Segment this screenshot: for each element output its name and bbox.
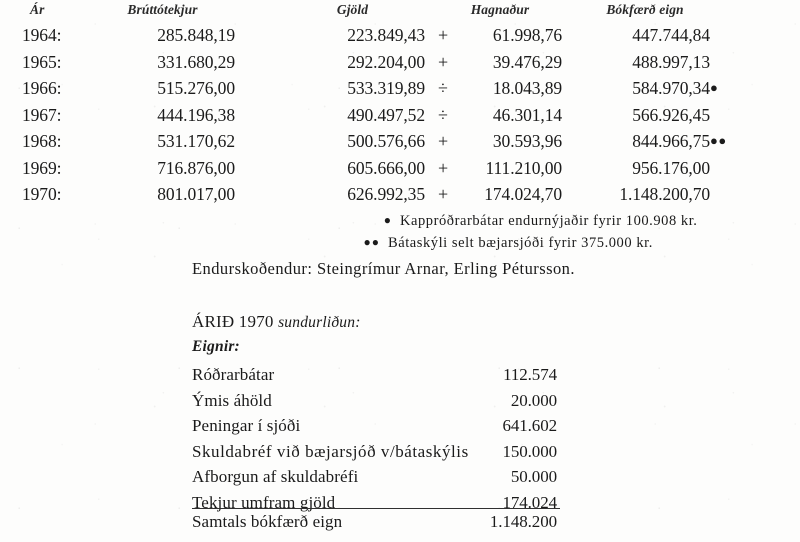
cell-profit: 30.593,96: [492, 131, 562, 151]
total-divider: [192, 508, 560, 509]
cell-profit: 61.998,76: [492, 25, 562, 45]
total-value: 1.148.200: [489, 512, 557, 531]
column-header-gross: Brúttótekjur: [127, 2, 198, 17]
column-header-profit: Hagnaður: [470, 2, 530, 17]
table-row: 1964: 285.848,19 223.849,43 + 61.998,76 …: [0, 25, 800, 52]
cell-year: 1967:: [22, 104, 62, 125]
itemization-value: 20.000: [510, 390, 557, 410]
itemization-label: Tekjur umfram gjöld: [192, 492, 336, 512]
itemization-title-suffix: sundurliðun:: [278, 314, 361, 331]
itemization-value: 112.574: [503, 365, 557, 384]
itemization-row: Peningar í sjóði 641.602: [0, 416, 800, 442]
cell-year: 1969:: [22, 157, 62, 178]
cell-year: 1968:: [22, 131, 62, 151]
cell-footnote-mark: ●●: [710, 133, 727, 148]
footnote-item: ● Kappróðrarbátar endurnýjaðir fyrir 100…: [0, 213, 800, 235]
cell-year: 1966:: [22, 78, 62, 98]
cell-book-value: 1.148.200,70: [619, 184, 710, 204]
footnote-list: ● Kappróðrarbátar endurnýjaðir fyrir 100…: [0, 213, 800, 257]
itemization-label: Afborgun af skuldabréfi: [192, 467, 359, 486]
cell-gross: 444.196,38: [157, 104, 235, 125]
column-header-year: Ár: [30, 2, 45, 17]
itemization-label: Skuldabréf við bæjarsjóð v/bátaskýlis: [192, 441, 469, 461]
cell-book-value: 956.176,00: [632, 157, 710, 178]
footnote-mark: ●●: [363, 235, 380, 249]
table-row: 1969: 716.876,00 605.666,00 + 111.210,00…: [0, 158, 800, 185]
itemization-rows: Róðrarbátar 112.574 Ýmis áhöld 20.000 Pe…: [0, 365, 800, 518]
footnote-text: Bátaskýli selt bæjarsjóði fyrir 375.000 …: [388, 235, 653, 251]
itemization-row: Afborgun af skuldabréfi 50.000: [0, 467, 800, 493]
cell-expenses: 500.576,66: [347, 131, 425, 151]
footnote-text: Kappróðrarbátar endurnýjaðir fyrir 100.9…: [400, 213, 698, 229]
cell-expenses: 292.204,00: [347, 51, 425, 72]
cell-book-value: 447.744,84: [632, 25, 710, 45]
cell-profit: 46.301,14: [492, 104, 562, 125]
itemization-value: 641.602: [502, 416, 557, 435]
cell-profit-sign: +: [438, 51, 449, 72]
cell-profit: 111.210,00: [485, 157, 563, 178]
itemization-value: 174.024: [502, 492, 557, 512]
cell-profit: 174.024,70: [484, 184, 562, 204]
cell-year: 1964:: [22, 25, 62, 45]
auditors-line: Endurskoðendur: Steingrímur Arnar, Erlin…: [192, 259, 575, 278]
itemization-label: Peningar í sjóði: [192, 416, 301, 435]
footnote-mark: ●: [383, 213, 392, 227]
cell-profit-sign: +: [438, 131, 449, 151]
itemization-subtitle: Eignir:: [192, 338, 240, 355]
table-row: 1967: 444.196,38 490.497,52 ÷ 46.301,14 …: [0, 105, 800, 132]
cell-expenses: 605.666,00: [347, 157, 425, 178]
annual-accounts-table: Ár Brúttótekjur Gjöld Hagnaður Bókfærð e…: [0, 0, 800, 211]
itemization-row: Ýmis áhöld 20.000: [0, 391, 800, 417]
table-row: 1968: 531.170,62 500.576,66 + 30.593,96 …: [0, 131, 800, 158]
itemization-title-year: ÁRIÐ 1970: [192, 312, 274, 331]
itemization-row: Róðrarbátar 112.574: [0, 365, 800, 391]
cell-year: 1965:: [22, 51, 62, 72]
cell-profit: 18.043,89: [492, 78, 562, 98]
itemization-value: 50.000: [510, 467, 557, 486]
itemization-value: 150.000: [502, 441, 557, 461]
table-row: 1970: 801.017,00 626.992,35 + 174.024,70…: [0, 184, 800, 211]
cell-gross: 716.876,00: [157, 157, 235, 178]
table-row: 1966: 515.276,00 533.319,89 ÷ 18.043,89 …: [0, 78, 800, 105]
cell-expenses: 223.849,43: [347, 25, 425, 45]
cell-gross: 285.848,19: [157, 25, 235, 45]
itemization-total-row: Samtals bókfærð eign 1.148.200: [0, 512, 800, 538]
itemization-label: Ýmis áhöld: [192, 390, 272, 410]
cell-book-value: 566.926,45: [632, 104, 710, 125]
table-header-row: Ár Brúttótekjur Gjöld Hagnaður Bókfærð e…: [0, 0, 800, 25]
footnote-item: ●● Bátaskýli selt bæjarsjóði fyrir 375.0…: [0, 235, 800, 257]
cell-expenses: 533.319,89: [347, 78, 425, 98]
cell-book-value: 844.966,75: [632, 131, 710, 151]
cell-footnote-mark: ●: [710, 80, 719, 95]
cell-expenses: 626.992,35: [347, 184, 425, 204]
cell-gross: 331.680,29: [157, 51, 235, 72]
itemization-row: Tekjur umfram gjöld 174.024: [0, 493, 800, 519]
cell-book-value: 584.970,34: [632, 78, 710, 98]
cell-gross: 515.276,00: [157, 78, 235, 98]
cell-gross: 801.017,00: [157, 184, 235, 204]
itemization-title: ÁRIÐ 1970 sundurliðun:: [192, 312, 361, 332]
cell-profit-sign: ÷: [438, 78, 448, 98]
itemization-row: Skuldabréf við bæjarsjóð v/bátaskýlis 15…: [0, 442, 800, 468]
cell-gross: 531.170,62: [157, 131, 235, 151]
table-row: 1965: 331.680,29 292.204,00 + 39.476,29 …: [0, 52, 800, 79]
column-header-book-value: Bókfærð eign: [606, 2, 684, 17]
cell-profit: 39.476,29: [492, 51, 562, 72]
cell-profit-sign: +: [438, 157, 449, 178]
cell-profit-sign: +: [438, 25, 449, 45]
column-header-expenses: Gjöld: [336, 2, 369, 17]
cell-year: 1970:: [22, 184, 62, 204]
cell-profit-sign: +: [438, 184, 449, 204]
cell-profit-sign: ÷: [438, 104, 448, 125]
itemization-label: Róðrarbátar: [192, 365, 275, 384]
total-label: Samtals bókfærð eign: [192, 512, 343, 531]
cell-book-value: 488.997,13: [632, 51, 710, 72]
cell-expenses: 490.497,52: [347, 104, 425, 125]
